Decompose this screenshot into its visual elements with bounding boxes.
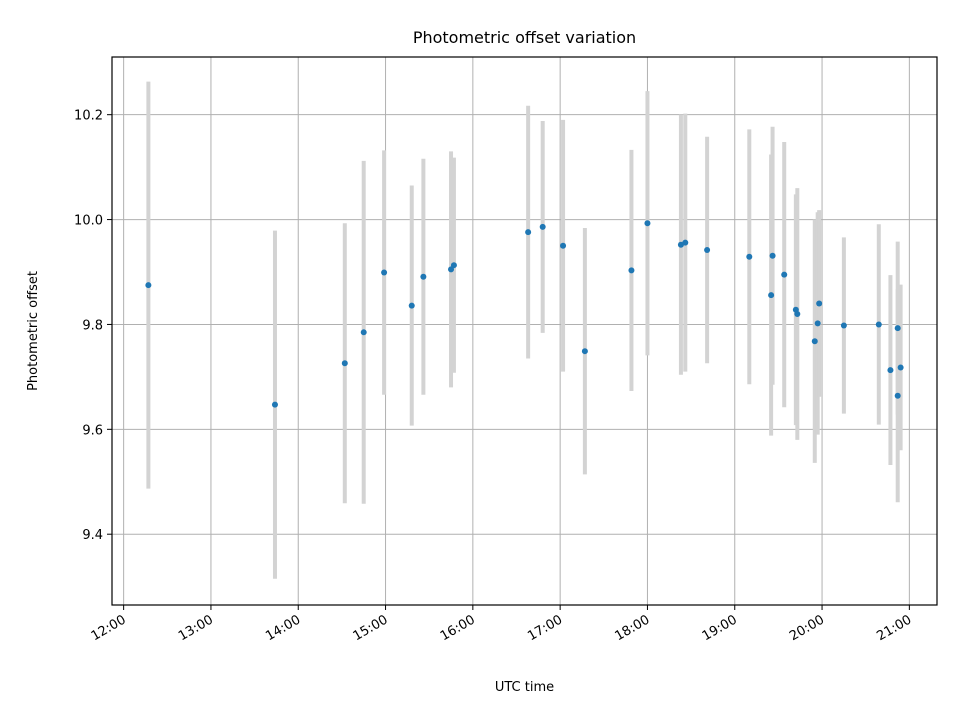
data-point — [271, 401, 278, 408]
data-point — [897, 364, 904, 371]
data-point — [360, 329, 367, 336]
data-point — [794, 310, 801, 317]
data-point — [704, 246, 711, 253]
y-tick-label: 9.4 — [82, 528, 103, 543]
data-point — [682, 239, 689, 246]
data-point — [887, 367, 894, 374]
data-point — [539, 223, 546, 230]
data-point — [450, 262, 457, 269]
data-point — [781, 271, 788, 278]
data-point — [560, 242, 567, 249]
grid — [112, 57, 937, 605]
y-tick-label: 9.6 — [82, 423, 103, 438]
data-point — [644, 220, 651, 227]
data-point — [628, 267, 635, 274]
data-point — [746, 253, 753, 260]
data-point — [875, 321, 882, 328]
data-point — [420, 273, 427, 280]
y-tick-label: 9.8 — [82, 318, 103, 333]
x-axis-label: UTC time — [495, 680, 554, 695]
data-point — [894, 325, 901, 332]
data-point — [381, 269, 388, 276]
data-point — [840, 322, 847, 329]
data-point — [341, 360, 348, 367]
data-point — [814, 320, 821, 327]
data-point — [816, 300, 823, 307]
data-point — [408, 302, 415, 309]
data-point — [448, 266, 455, 273]
y-tick-label: 10.2 — [74, 109, 103, 124]
data-point — [145, 282, 152, 289]
data-point — [581, 348, 588, 355]
y-tick-label: 10.0 — [74, 214, 103, 229]
data-points — [145, 220, 904, 408]
data-point — [894, 392, 901, 399]
plot-frame — [111, 56, 938, 606]
chart-title: Photometric offset variation — [413, 28, 636, 47]
y-axis-label: Photometric offset — [26, 271, 41, 391]
data-point — [811, 338, 818, 345]
data-point — [768, 292, 775, 299]
data-point — [525, 229, 532, 236]
data-point — [769, 252, 776, 259]
